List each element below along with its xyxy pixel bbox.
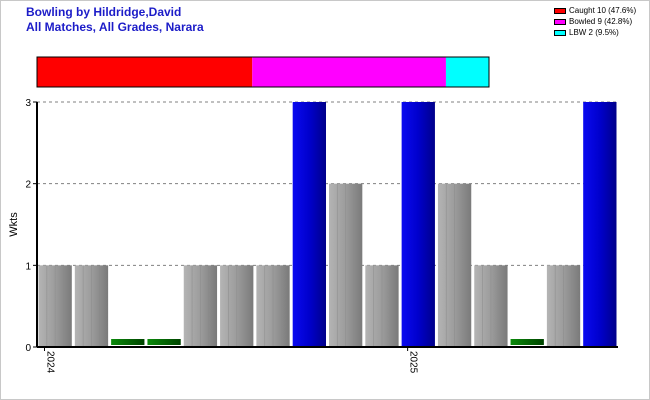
bar-10 (401, 102, 435, 347)
y-tick-label-3: 3 (25, 98, 31, 109)
dismissal-segment-bowled (252, 57, 446, 87)
x-tick-label-2025: 2025 (408, 351, 419, 374)
legend-swatch-lbw (554, 29, 566, 36)
legend-label-caught: Caught 10 (47.6%) (569, 6, 637, 15)
legend-item-lbw: LBW 2 (9.5%) (554, 27, 636, 38)
bar-13 (510, 339, 544, 345)
bar-15 (583, 102, 617, 347)
legend-item-caught: Caught 10 (47.6%) (554, 5, 636, 16)
legend: Caught 10 (47.6%) Bowled 9 (42.8%) LBW 2… (554, 5, 636, 38)
y-tick-label-2: 2 (25, 180, 31, 191)
legend-label-lbw: LBW 2 (9.5%) (569, 28, 619, 37)
wicket-bars (38, 102, 617, 347)
legend-swatch-bowled (554, 18, 566, 25)
chart-subtitle: All Matches, All Grades, Narara (26, 20, 204, 34)
gridlines (37, 101, 618, 266)
bar-2 (111, 339, 145, 345)
dismissal-bar-outline (36, 56, 490, 88)
x-tick-label-2024: 2024 (45, 351, 56, 374)
legend-label-bowled: Bowled 9 (42.8%) (569, 17, 633, 26)
bar-3 (147, 339, 181, 345)
dismissal-stacked-bar (36, 56, 490, 88)
y-axis-label: Wkts (8, 212, 20, 237)
chart-title: Bowling by Hildridge,David (26, 5, 182, 19)
dismissal-segment-lbw (445, 57, 489, 87)
legend-item-bowled: Bowled 9 (42.8%) (554, 16, 636, 27)
legend-swatch-caught (554, 7, 566, 14)
dismissal-segment-caught (37, 57, 253, 87)
bar-7 (292, 102, 326, 347)
axes: 0 1 2 3 Wkts 2024 2025 (8, 98, 618, 374)
y-tick-label-0: 0 (25, 343, 31, 354)
y-tick-label-1: 1 (25, 261, 31, 272)
